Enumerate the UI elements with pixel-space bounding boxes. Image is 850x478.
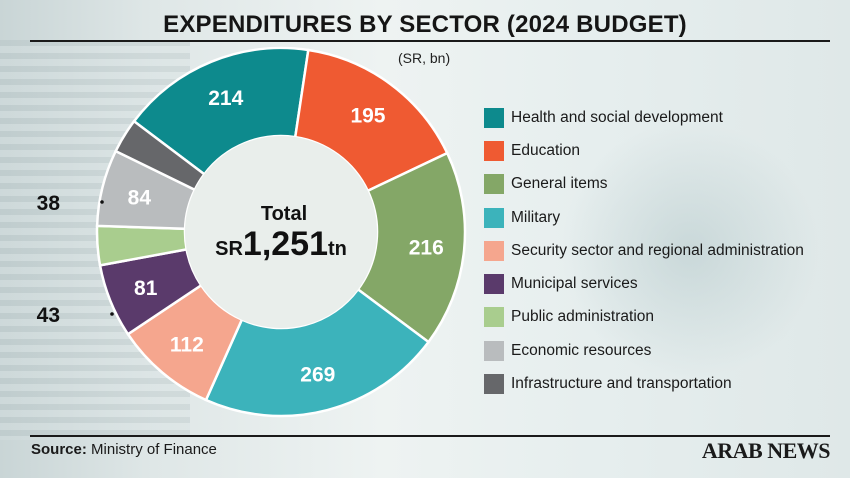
legend-label: General items	[511, 175, 608, 193]
legend-swatch	[484, 274, 504, 295]
legend-label: Public administration	[511, 308, 655, 326]
legend-swatch	[484, 340, 504, 361]
center-amount-unit: tn	[328, 238, 347, 260]
legend-swatch	[484, 140, 504, 161]
donut-slices	[95, 46, 467, 418]
page-title: EXPENDITURES BY SECTOR (2024 BUDGET)	[163, 11, 687, 38]
legend-swatch	[484, 307, 504, 328]
brand-logo: ARAB NEWS	[701, 438, 831, 463]
legend-label: Economic resources	[511, 341, 652, 359]
donut-center	[185, 136, 377, 328]
legend-item-infrastructure-and-transportation: Infrastructure and transportation	[484, 367, 804, 400]
legend-label: Municipal services	[511, 275, 638, 293]
source-text: Ministry of Finance	[86, 441, 217, 458]
legend-label: Military	[511, 208, 561, 226]
callout-value-public-administration: 43	[37, 304, 60, 327]
legend-label: Security sector and regional administrat…	[511, 241, 804, 259]
legend-item-security-sector-and-regional-administration: Security sector and regional administrat…	[484, 234, 804, 267]
callout-dot-public-administration	[110, 312, 114, 316]
legend-swatch	[484, 174, 504, 195]
center-amount: 1,251	[243, 225, 328, 263]
legend-item-education: Education	[484, 134, 804, 167]
legend-label: Education	[511, 141, 580, 159]
slice-value-education: 195	[350, 105, 385, 128]
callout-dot-infrastructure-and-transportation	[100, 200, 104, 204]
source-note: Source: Ministry of Finance	[31, 441, 217, 458]
slice-value-economic-resources: 84	[128, 187, 152, 210]
legend-item-health-and-social-development: Health and social development	[484, 101, 804, 134]
footer-rule	[30, 435, 830, 437]
legend-item-military: Military	[484, 201, 804, 234]
unit-note: (SR, bn)	[398, 50, 451, 66]
legend-item-municipal-services: Municipal services	[484, 267, 804, 300]
slice-value-military: 269	[300, 363, 335, 386]
center-total-label: Total	[261, 203, 307, 225]
callout-value-infrastructure-and-transportation: 38	[37, 192, 61, 215]
title-rule	[30, 40, 830, 42]
slice-value-health-and-social-development: 214	[208, 87, 243, 110]
callout-labels: 43 38	[37, 192, 114, 327]
legend-swatch	[484, 374, 504, 395]
background-glow	[560, 120, 820, 380]
slice-value-municipal-services: 81	[134, 277, 158, 300]
legend-item-general-items: General items	[484, 168, 804, 201]
legend-item-public-administration: Public administration	[484, 301, 804, 334]
legend-item-economic-resources: Economic resources	[484, 334, 804, 367]
center-currency: SR	[215, 238, 243, 260]
center-total-value: SR1,251tn	[215, 225, 347, 263]
slice-value-general-items: 216	[409, 236, 444, 259]
legend-swatch	[484, 240, 504, 261]
source-label: Source:	[31, 441, 87, 458]
legend-swatch	[484, 207, 504, 228]
legend-label: Infrastructure and transportation	[511, 375, 732, 393]
slice-labels: 214 195 216 269 112 81 84	[128, 87, 444, 386]
legend-swatch	[484, 107, 504, 128]
chart-legend: Health and social development Education Ge…	[484, 101, 804, 401]
slice-value-security-sector-and-regional-administration: 112	[170, 334, 204, 357]
legend-label: Health and social development	[511, 108, 723, 126]
